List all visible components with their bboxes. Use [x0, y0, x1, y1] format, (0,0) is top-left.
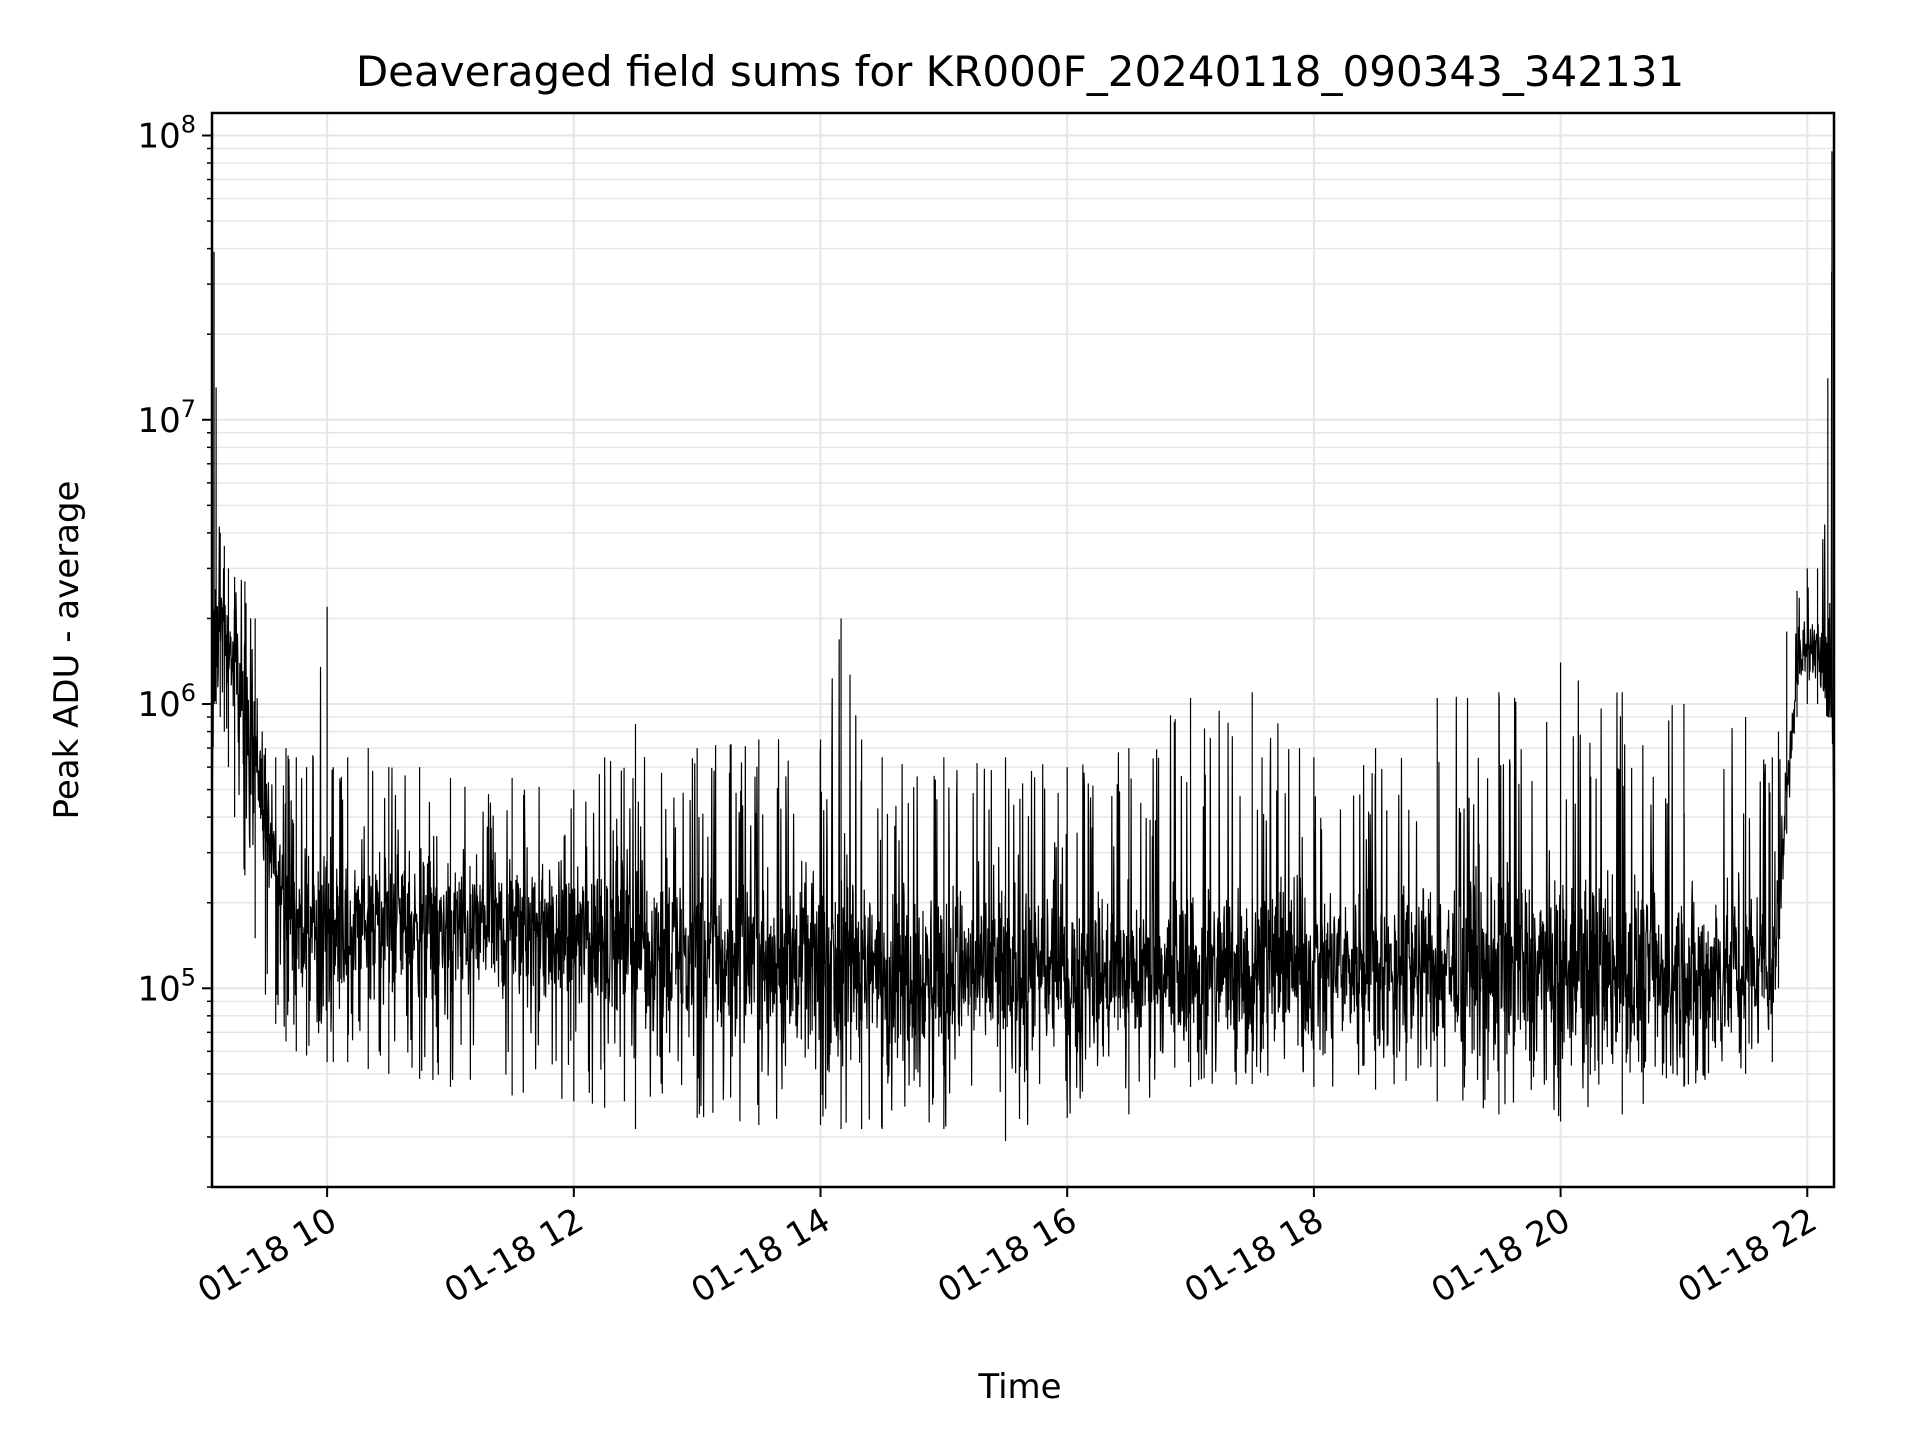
series-line: [211, 151, 1835, 1142]
y-axis-label: Peak ADU - average: [47, 481, 87, 820]
y-tick-label: 108: [137, 111, 196, 157]
chart-title: Deaveraged field sums for KR000F_2024011…: [356, 47, 1684, 96]
y-tick-label: 105: [137, 963, 196, 1009]
grid: [212, 113, 1834, 1188]
y-tick-label: 106: [137, 679, 196, 725]
plot-frame: [210, 111, 1836, 1189]
y-tick-label: 107: [137, 395, 196, 441]
y-axis: 105 106 107 108: [137, 111, 212, 1188]
data-layer: [211, 151, 1835, 1142]
x-axis-label: Time: [977, 1367, 1061, 1407]
